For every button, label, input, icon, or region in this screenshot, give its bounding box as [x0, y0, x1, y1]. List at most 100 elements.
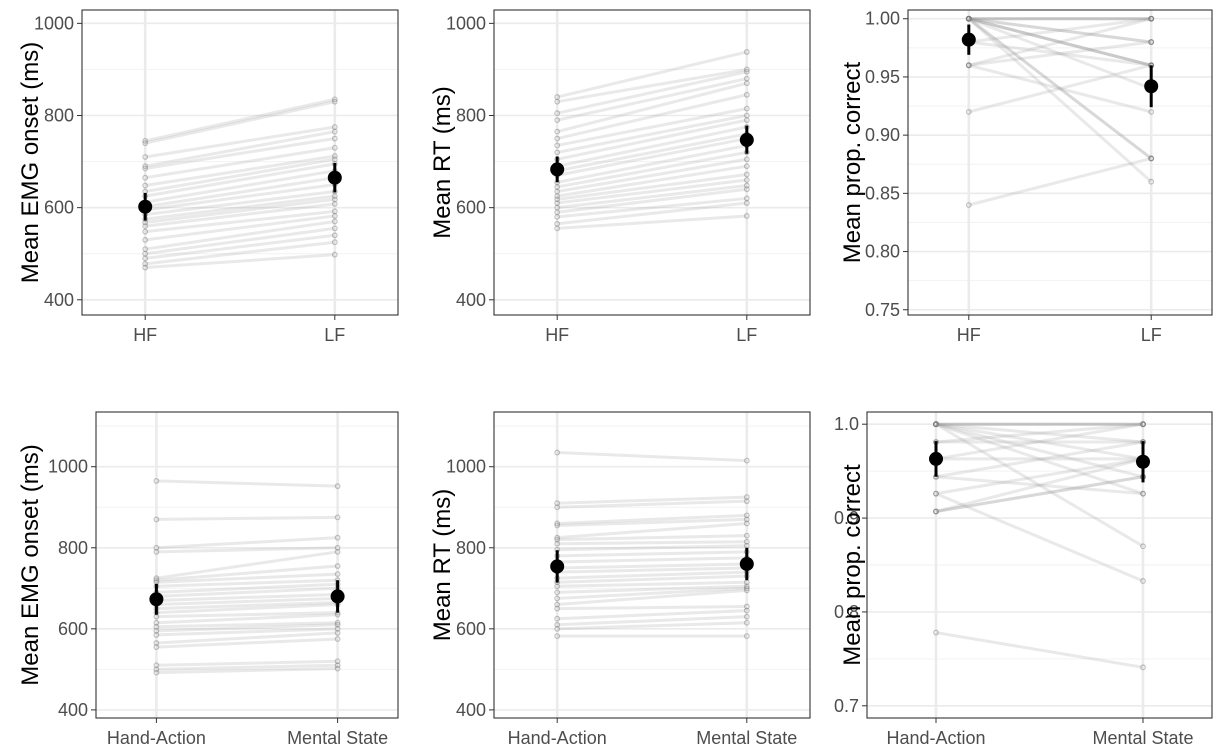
participant-point	[334, 662, 341, 669]
plot-background	[908, 10, 1212, 315]
participant-point	[554, 184, 561, 190]
participant-point	[743, 498, 750, 505]
y-axis-title: Mean prop. correct	[839, 464, 866, 666]
participant-point	[554, 500, 561, 507]
participant-point	[554, 449, 561, 456]
participant-point	[142, 246, 149, 253]
participant-point	[743, 195, 750, 202]
y-tick-label: 400	[456, 290, 486, 310]
participant-line	[144, 176, 336, 209]
participant-point	[554, 583, 561, 590]
participant-point	[743, 186, 750, 193]
participant-point	[142, 163, 149, 170]
participant-line	[145, 194, 335, 221]
participant-point	[933, 421, 939, 428]
participant-point	[142, 228, 149, 235]
panel-border	[493, 411, 811, 719]
participant-line	[935, 422, 1144, 496]
participant-line	[968, 17, 1152, 67]
participant-point	[743, 200, 750, 206]
participant-point	[1148, 15, 1155, 22]
participant-line	[144, 162, 336, 198]
participant-point	[965, 15, 972, 22]
y-tick-label: 600	[456, 198, 486, 218]
participant-point	[331, 128, 338, 135]
participant-point	[1140, 664, 1146, 671]
participant-point	[933, 508, 939, 515]
participant-point	[554, 98, 561, 105]
participant-line	[156, 572, 338, 584]
x-tick-label: LF	[324, 325, 345, 345]
participant-line	[144, 100, 336, 145]
participant-point	[965, 15, 972, 22]
participant-point	[743, 171, 750, 178]
y-axis-title: Mean RT (ms)	[429, 489, 456, 641]
participant-line	[556, 114, 748, 154]
y-tick-label: 1.00	[865, 9, 900, 29]
participant-line	[556, 93, 748, 141]
participant-point	[1140, 421, 1146, 428]
participant-line	[935, 457, 1144, 496]
y-axis-title: Mean EMG onset (ms)	[17, 42, 44, 283]
participant-point	[331, 239, 338, 246]
participant-line	[156, 596, 338, 607]
participant-line	[935, 422, 1144, 461]
participant-point	[933, 421, 939, 428]
participant-point	[142, 237, 149, 243]
y-tick-label: 0.75	[865, 300, 900, 320]
participant-point	[1140, 543, 1146, 550]
participant-line	[557, 605, 747, 611]
participant-line	[556, 150, 748, 189]
participant-point	[153, 478, 160, 484]
participant-point	[743, 80, 750, 87]
participant-line	[967, 17, 1153, 160]
participant-line	[557, 586, 747, 600]
participant-point	[965, 15, 972, 22]
participant-line	[145, 197, 335, 224]
participant-line	[935, 422, 1144, 461]
y-tick-label: 0.90	[865, 125, 900, 145]
y-tick-label: 600	[456, 619, 486, 639]
participant-point	[153, 577, 160, 584]
participant-line	[145, 190, 335, 217]
participant-line	[144, 125, 336, 159]
participant-point	[554, 200, 561, 206]
participant-point	[554, 225, 561, 232]
participant-line	[557, 187, 747, 214]
participant-point	[743, 457, 750, 464]
participant-line	[935, 422, 1144, 444]
participant-point	[142, 255, 149, 262]
y-tick-label: 600	[58, 619, 88, 639]
participant-line	[968, 17, 1152, 44]
participant-point	[933, 508, 939, 515]
participant-line	[968, 17, 1152, 67]
participant-line	[557, 574, 747, 584]
plot-background	[494, 412, 810, 718]
participant-line	[156, 623, 338, 633]
participant-line	[557, 615, 747, 627]
participant-point	[153, 619, 160, 626]
participant-point	[153, 666, 160, 673]
y-tick-label: 0.8	[834, 602, 859, 622]
y-tick-label: 1000	[48, 457, 88, 477]
participant-point	[933, 490, 939, 497]
participant-point	[142, 260, 149, 267]
participant-point	[554, 204, 561, 211]
participant-point	[331, 208, 338, 215]
participant-line	[144, 157, 336, 194]
participant-point	[965, 15, 972, 22]
participant-line	[557, 570, 747, 580]
participant-line	[145, 226, 335, 256]
participant-line	[935, 475, 1144, 496]
participant-point	[334, 544, 341, 551]
y-tick-label: 0.9	[834, 508, 859, 528]
participant-point	[743, 156, 750, 163]
participant-line	[557, 621, 747, 631]
panel-border	[81, 9, 399, 316]
participant-point	[933, 421, 939, 428]
participant-line	[145, 202, 335, 228]
participant-point	[965, 62, 972, 69]
participant-point	[743, 532, 750, 539]
x-tick-label: HF	[957, 325, 981, 345]
mean-point	[149, 592, 164, 607]
